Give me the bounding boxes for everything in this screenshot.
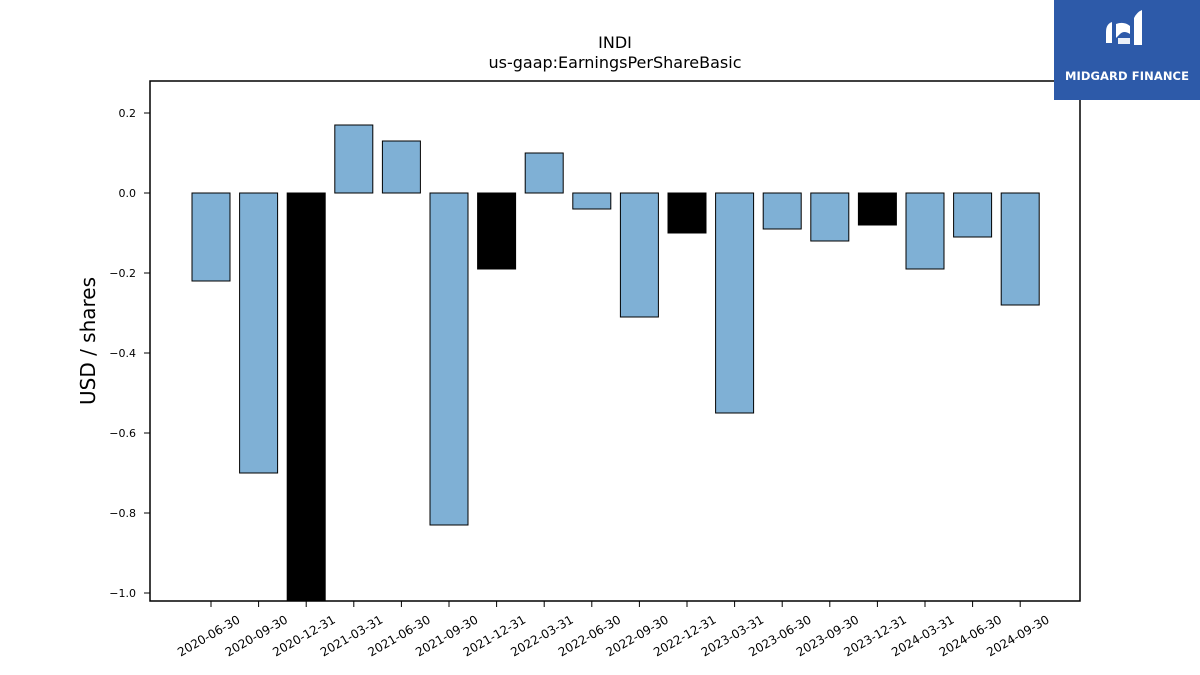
plot-frame [149,80,1081,602]
bars-group [191,124,1040,601]
bar-2023-12-31 [857,192,897,226]
bar-2023-06-30 [762,192,802,230]
bar-2021-12-31 [477,192,517,270]
bar-2024-03-31 [905,192,945,270]
y-tick-label: −0.4 [109,347,136,360]
bar-2021-06-30 [381,140,421,194]
y-tick-label: −0.6 [109,427,136,440]
bar-2021-09-30 [429,192,469,526]
y-tick-label: −0.8 [109,507,136,520]
chart-subtitle: us-gaap:EarningsPerShareBasic [488,53,741,72]
bar-2021-03-31 [334,124,374,194]
midgard-logo-icon [1106,10,1142,45]
bar-2022-06-30 [572,192,612,210]
brand-logo: MIDGARD FINANCE [1054,0,1200,100]
bar-2024-09-30 [1000,192,1040,306]
bar-2024-06-30 [953,192,993,238]
bar-2020-12-31 [286,192,326,601]
x-axis-ticks: 2020-06-302020-09-302020-12-312021-03-31… [175,601,1052,659]
bar-2022-03-31 [524,152,564,194]
y-tick-label: 0.2 [119,107,137,120]
bar-2022-09-30 [619,192,659,318]
bar-2023-09-30 [810,192,850,242]
y-tick-label: 0.0 [119,187,137,200]
y-axis-label: USD / shares [76,277,100,405]
y-tick-label: −0.2 [109,267,136,280]
bar-2020-06-30 [191,192,231,282]
chart-title: INDI [598,33,632,52]
bar-2022-12-31 [667,192,707,234]
bar-2023-03-31 [715,192,755,414]
y-axis-ticks: 0.2 0.0 −0.2 −0.4 −0.6 −0.8 −1.0 [109,107,150,600]
bar-2020-09-30 [239,192,279,474]
y-tick-label: −1.0 [109,587,136,600]
brand-name: MIDGARD FINANCE [1064,69,1190,83]
